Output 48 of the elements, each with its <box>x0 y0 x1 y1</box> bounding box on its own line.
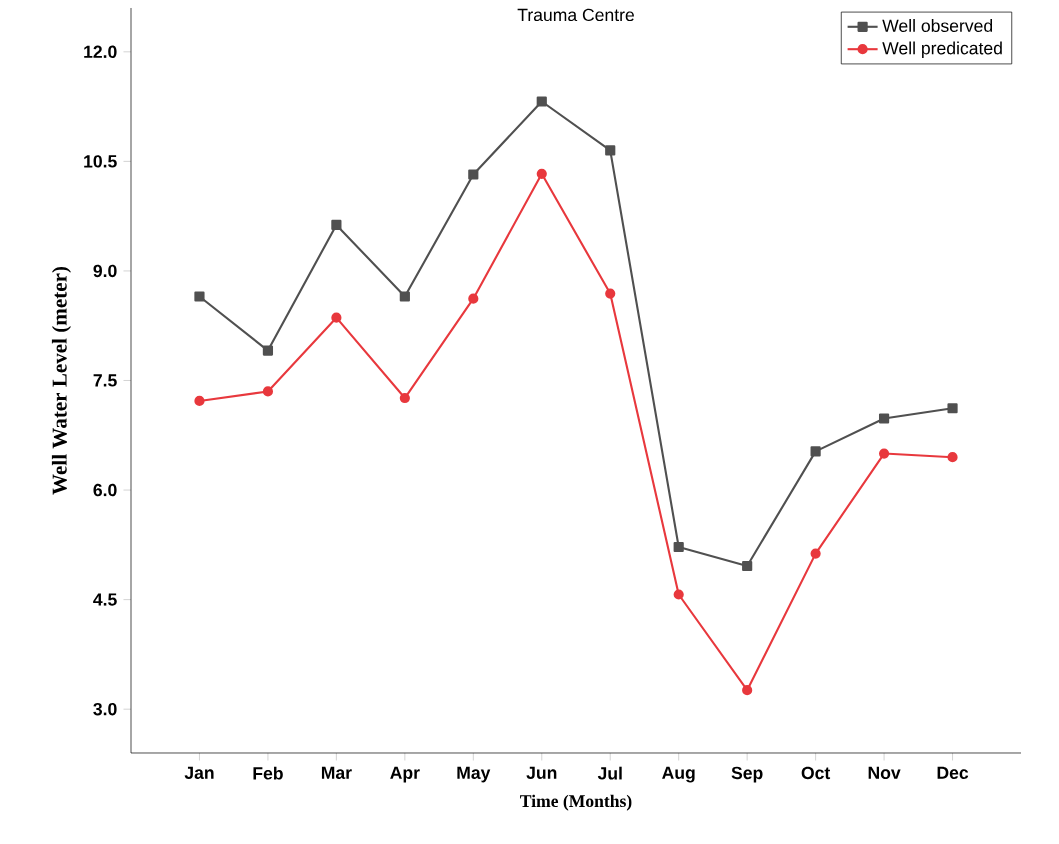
point <box>331 312 342 323</box>
x-tick-label: Mar <box>321 766 352 779</box>
y-tick-label: 7.5 <box>93 374 117 387</box>
point <box>262 345 274 356</box>
x-tick-label: Oct <box>801 766 831 780</box>
point <box>810 446 821 457</box>
point <box>468 293 479 304</box>
point <box>605 288 616 299</box>
x-tick-label: Jan <box>184 766 214 779</box>
x-tick-label: Feb <box>253 766 283 780</box>
chart-title: Trauma Centre <box>517 8 634 22</box>
point <box>262 386 274 397</box>
point <box>947 452 958 463</box>
y-tick-label: 6.0 <box>93 483 117 497</box>
point <box>810 548 821 559</box>
point <box>194 291 205 302</box>
y-tick-label: 3.0 <box>93 702 117 716</box>
point <box>194 395 205 407</box>
point <box>673 589 684 600</box>
point <box>536 96 547 107</box>
point <box>331 219 342 231</box>
point <box>468 169 479 180</box>
y-tick-label: 12.0 <box>84 45 117 59</box>
x-tick-label: Sep <box>731 766 763 783</box>
x-tick-label: Dec <box>937 766 969 779</box>
legend-label: Well predicated <box>882 41 1002 58</box>
point <box>878 413 890 424</box>
y-tick-label: 4.5 <box>93 593 117 606</box>
y-tick-label: 10.5 <box>84 155 117 168</box>
x-axis-title: Time (Months) <box>520 794 632 811</box>
x-tick-label: Jul <box>597 766 622 780</box>
x-tick-label: Aug <box>662 766 695 783</box>
point <box>742 685 753 696</box>
legend-label: Well observed <box>882 19 993 32</box>
point <box>878 448 890 459</box>
point <box>742 560 753 572</box>
x-tick-label: May <box>457 766 491 783</box>
point <box>605 145 616 156</box>
y-axis-title: Well Water Level (meter) <box>51 266 72 495</box>
x-tick-label: Nov <box>868 766 901 779</box>
point <box>673 541 684 553</box>
y-tick-label: 9.0 <box>93 264 117 278</box>
point <box>947 403 958 414</box>
x-tick-label: Apr <box>390 766 420 783</box>
x-tick-label: Jun <box>526 766 557 779</box>
point <box>399 392 410 404</box>
point <box>536 168 547 179</box>
point <box>399 291 410 302</box>
